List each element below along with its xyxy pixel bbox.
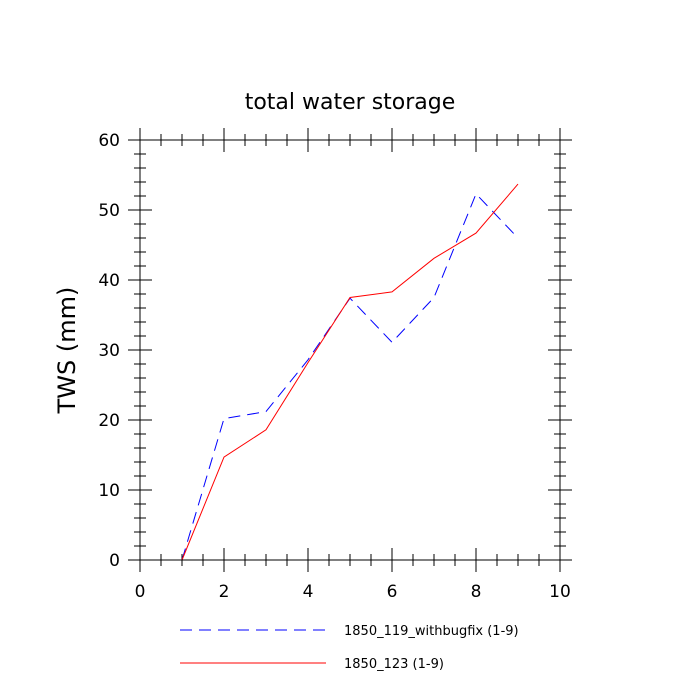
x-tick-label: 0 xyxy=(135,582,146,602)
x-tick-label: 4 xyxy=(303,582,314,602)
series-lines xyxy=(181,183,519,561)
y-tick-label: 30 xyxy=(98,341,120,361)
x-tick-label: 8 xyxy=(471,582,482,602)
y-tick-label: 60 xyxy=(98,131,120,151)
tick-marks xyxy=(128,128,572,572)
y-tick-label: 50 xyxy=(98,201,120,221)
x-tick-labels: 0 2 4 6 8 10 xyxy=(135,582,571,602)
y-tick-label: 0 xyxy=(109,551,120,571)
x-tick-label: 10 xyxy=(549,582,571,602)
x-tick-label: 6 xyxy=(387,582,398,602)
y-tick-label: 20 xyxy=(98,411,120,431)
chart-title: total water storage xyxy=(245,90,456,115)
legend-label: 1850_123 (1-9) xyxy=(344,657,444,672)
y-tick-label: 10 xyxy=(98,481,120,501)
legend: 1850_119_withbugfix (1-9) 1850_123 (1-9) xyxy=(180,624,519,672)
x-tick-label: 2 xyxy=(219,582,230,602)
y-tick-labels: 0 10 20 30 40 50 60 xyxy=(98,131,120,571)
y-tick-label: 40 xyxy=(98,271,120,291)
plot-frame xyxy=(139,139,561,561)
y-axis-label: TWS (mm) xyxy=(53,287,81,415)
legend-label: 1850_119_withbugfix (1-9) xyxy=(344,624,519,639)
series-line xyxy=(181,192,519,561)
series-line xyxy=(181,183,519,561)
